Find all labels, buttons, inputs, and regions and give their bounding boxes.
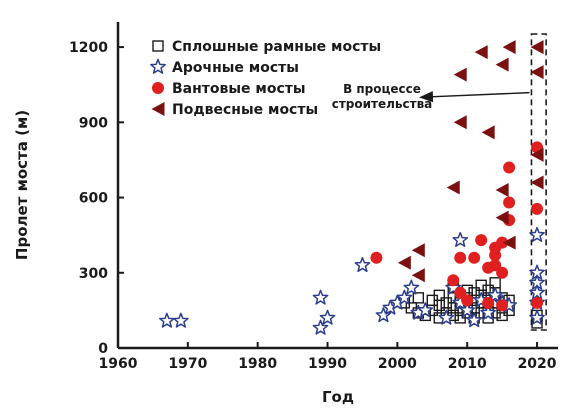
star-point [487, 287, 504, 303]
circle-point [496, 299, 509, 312]
y-tick-label: 1200 [69, 40, 108, 56]
x-tick-label: 1980 [238, 356, 277, 372]
star-point [354, 257, 371, 273]
triangle-point [411, 243, 425, 258]
circle-point [531, 202, 544, 215]
star-point [438, 309, 455, 325]
circle-point [503, 196, 516, 209]
star-point [396, 289, 413, 305]
y-tick-label: 900 [79, 115, 108, 131]
y-tick-label: 0 [98, 341, 108, 357]
star-point [312, 319, 329, 335]
y-axis-title: Пролет моста (м) [13, 110, 31, 260]
triangle-point [495, 183, 509, 198]
star-point [480, 304, 497, 320]
triangle-point [495, 57, 509, 72]
star-point [159, 312, 175, 328]
circle-point [370, 251, 383, 264]
y-tick-label: 300 [79, 266, 108, 282]
annotation-line-2: строительства [332, 97, 433, 111]
triangle-point [453, 67, 467, 82]
triangle-point [474, 45, 488, 60]
legend-marker [152, 40, 164, 52]
x-tick-label: 2010 [448, 356, 487, 372]
y-ticks: 0 300 600 900 1200 [69, 40, 124, 357]
star-point [529, 309, 545, 325]
x-tick-label: 1990 [308, 356, 347, 372]
legend-marker [151, 102, 165, 116]
series-circle [370, 141, 544, 312]
triangle-point [530, 175, 544, 190]
triangle-point [495, 210, 509, 225]
triangle-point [411, 268, 425, 283]
circle-point [503, 161, 516, 174]
annotation-line-1: В процессе [343, 82, 421, 96]
circle-point [454, 251, 467, 264]
star-point [319, 309, 336, 325]
circle-point [482, 296, 495, 309]
circle-point [454, 286, 467, 299]
circle-point [531, 296, 544, 309]
legend-item: Вантовые мосты [152, 81, 306, 97]
circle-point [468, 251, 481, 264]
legend-label: Арочные мосты [172, 60, 299, 76]
x-tick-label: 1970 [168, 356, 207, 372]
legend-label: Вантовые мосты [172, 81, 306, 97]
legend-label: Подвесные мосты [172, 102, 318, 118]
star-point [452, 231, 469, 247]
star-point [312, 289, 329, 305]
square-point [412, 292, 425, 304]
data-points [159, 40, 545, 335]
legend-item: Арочные мосты [150, 58, 299, 76]
triangle-point [453, 115, 467, 130]
star-point [445, 279, 462, 295]
x-tick-label: 1960 [99, 356, 138, 372]
series-triangle [397, 40, 544, 283]
triangle-point [530, 147, 544, 162]
y-tick-label: 600 [79, 191, 108, 207]
circle-point [496, 236, 509, 249]
legend-label: Сплошные рамные мосты [172, 39, 381, 55]
circle-point [447, 274, 460, 287]
x-tick-label: 2020 [518, 356, 557, 372]
square-point [489, 277, 501, 289]
x-tick-label: 2000 [378, 356, 417, 372]
triangle-point [530, 65, 544, 80]
star-point [417, 302, 434, 318]
x-ticks: 1960 1970 1980 1990 2000 2010 2020 [99, 342, 557, 372]
circle-point [461, 294, 474, 307]
star-point [172, 312, 189, 328]
square-point [482, 284, 494, 297]
star-point [466, 312, 483, 328]
construction-annotation: В процессе строительства [332, 33, 547, 331]
construction-arrow [419, 91, 530, 103]
triangle-point [481, 125, 495, 140]
legend-marker [152, 82, 164, 94]
axes [116, 22, 558, 350]
triangle-point [502, 235, 516, 250]
legend: Сплошные рамные мосты Арочные мосты Вантов… [150, 39, 381, 118]
star-point [459, 302, 476, 318]
square-point [433, 289, 445, 302]
triangle-point [530, 40, 544, 55]
legend-marker [150, 58, 166, 74]
triangle-point [397, 255, 411, 270]
x-axis-title: Год [322, 388, 354, 406]
circle-point [475, 234, 488, 247]
triangle-point [502, 40, 516, 55]
star-point [403, 279, 420, 295]
star-point [529, 226, 545, 242]
legend-item: Сплошные рамные мосты [152, 39, 381, 55]
circle-point [496, 266, 509, 279]
legend-item: Подвесные мосты [151, 102, 318, 118]
construction-box [530, 33, 547, 331]
circle-point [489, 259, 502, 272]
triangle-point [446, 180, 460, 195]
